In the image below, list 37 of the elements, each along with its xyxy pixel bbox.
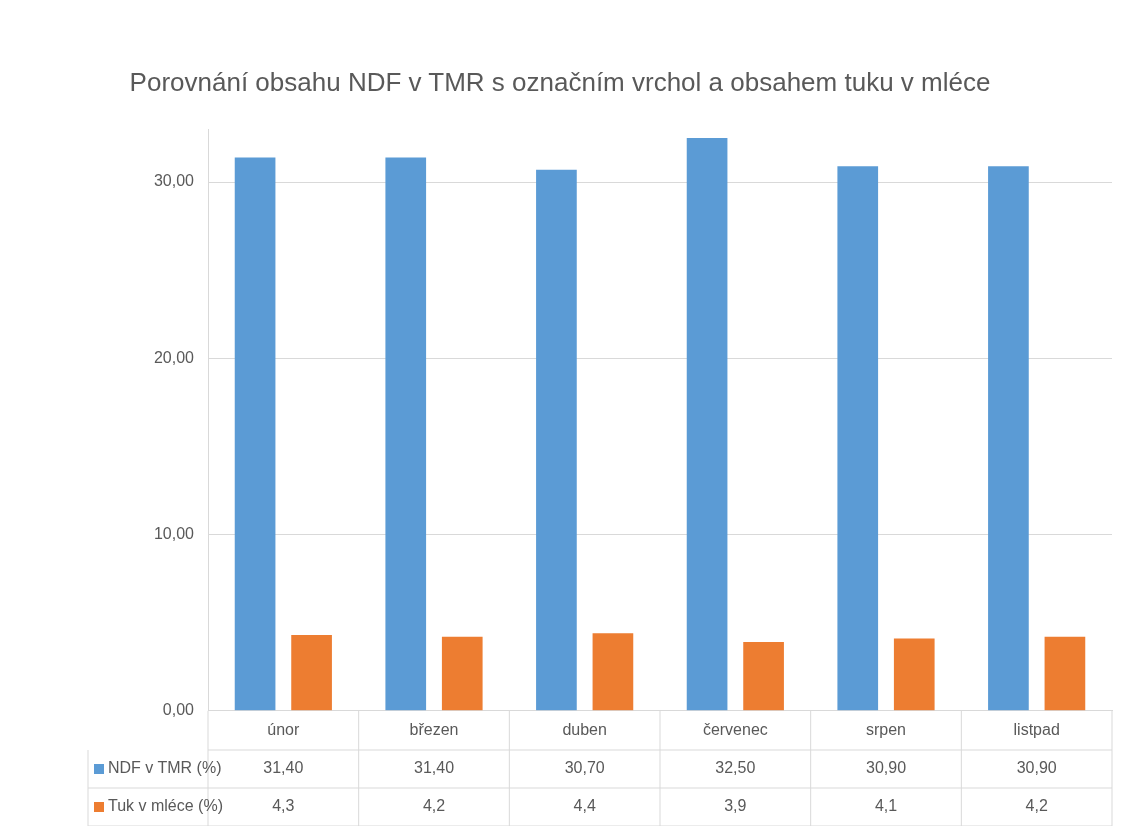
data-label: 31,40 <box>413 759 455 777</box>
bar <box>291 635 332 711</box>
y-tick-label: 30,00 <box>153 172 195 190</box>
bar <box>743 642 784 711</box>
x-tick-label: březen <box>409 720 459 738</box>
x-tick-label: srpen <box>865 720 907 738</box>
bar <box>441 636 483 711</box>
data-label: 4,1 <box>874 797 898 815</box>
x-tick-label: únor <box>267 720 301 738</box>
x-tick-label: červenec <box>702 720 768 738</box>
bar <box>1044 636 1086 711</box>
y-tick-label: 20,00 <box>153 348 195 366</box>
data-label: 30,90 <box>865 759 907 777</box>
data-label: 31,40 <box>263 759 304 777</box>
data-label: 30,90 <box>1016 759 1057 777</box>
bar <box>536 169 577 711</box>
bar <box>893 638 935 711</box>
data-label: 3,9 <box>724 797 747 815</box>
bar <box>592 633 634 711</box>
legend-label: Tuk v mléce (%) <box>108 797 223 815</box>
bar <box>686 138 728 711</box>
x-tick-label: listpad <box>1013 720 1060 738</box>
data-label: 30,70 <box>564 759 605 777</box>
data-label: 4,2 <box>422 797 446 815</box>
data-label: 4,3 <box>272 797 295 815</box>
bar <box>234 157 276 711</box>
x-tick-label: duben <box>562 720 607 738</box>
y-tick-label: 10,00 <box>153 524 195 542</box>
y-tick-label: 0,00 <box>162 701 195 719</box>
data-label: 32,50 <box>715 759 756 777</box>
data-label: 4,2 <box>1025 797 1048 815</box>
legend-label: NDF v TMR (%) <box>108 759 222 777</box>
data-label: 4,4 <box>573 797 596 815</box>
bar <box>837 166 879 711</box>
bar <box>385 157 427 711</box>
bar <box>988 166 1029 711</box>
chart-title: Porovnání obsahu NDF v TMR s označním vrchol a obsahem tuku v mléce <box>129 66 991 97</box>
